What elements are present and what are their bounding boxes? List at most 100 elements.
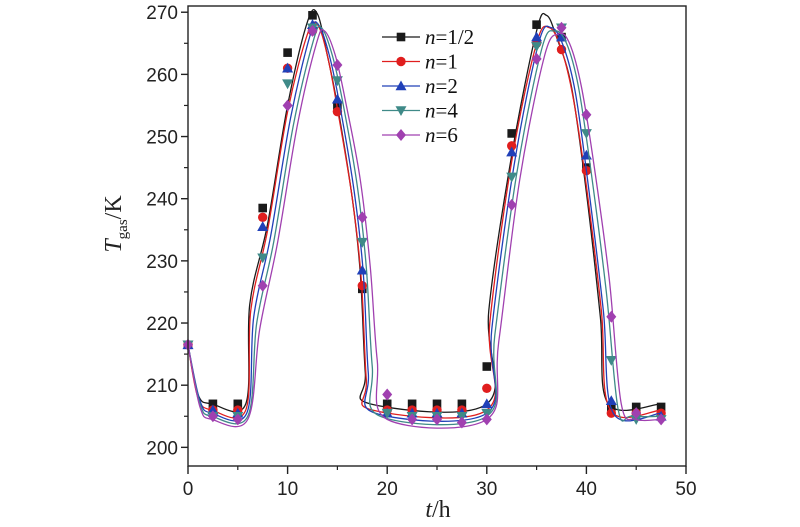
- data-point: [407, 399, 417, 409]
- series-line: [187, 21, 662, 422]
- x-tick-label: 30: [476, 479, 497, 500]
- y-tick-label: 270: [146, 3, 178, 24]
- y-tick-label: 250: [146, 128, 178, 149]
- data-point: [481, 413, 492, 426]
- data-point: [257, 221, 269, 231]
- data-point: [282, 99, 293, 112]
- data-point: [656, 413, 667, 426]
- legend-variable: n: [425, 25, 436, 49]
- series-line: [187, 29, 662, 429]
- y-tick-label: 230: [146, 252, 178, 273]
- data-point: [356, 264, 368, 275]
- y-axis-subscript: gas: [115, 219, 131, 239]
- x-axis-unit: /h: [432, 497, 451, 523]
- data-point: [606, 310, 617, 323]
- data-point: [331, 76, 343, 87]
- series-layer: [182, 9, 667, 429]
- data-point: [407, 413, 418, 426]
- x-tick-label: 0: [183, 479, 194, 500]
- x-tick-label: 10: [277, 479, 298, 500]
- legend-marker: [395, 80, 407, 91]
- legend-marker: [395, 106, 407, 116]
- data-point: [258, 203, 267, 213]
- data-point: [331, 93, 343, 104]
- data-point: [357, 281, 367, 291]
- data-point: [605, 356, 617, 366]
- y-axis-title: Tgas/K: [101, 195, 131, 253]
- data-point: [381, 408, 393, 419]
- data-point: [506, 146, 518, 157]
- data-point: [232, 413, 243, 426]
- data-point: [456, 416, 467, 429]
- data-point: [208, 399, 218, 409]
- legend-label: n=1/2: [425, 25, 474, 49]
- data-point: [631, 407, 642, 420]
- axes-layer: 0 10 20 30 40 50 200 210 220 230 240 250 260 270: [146, 3, 696, 500]
- legend-marker: [396, 129, 406, 141]
- legend-value: =6: [436, 123, 458, 147]
- data-point: [432, 413, 442, 426]
- data-point: [207, 404, 219, 415]
- data-point: [532, 20, 541, 29]
- data-point: [531, 52, 542, 65]
- data-point: [282, 62, 294, 73]
- data-point: [283, 48, 292, 57]
- x-tick-label: 20: [377, 479, 398, 500]
- y-tick-label: 260: [146, 65, 178, 86]
- data-point: [207, 410, 218, 423]
- legend-value: =2: [436, 74, 458, 98]
- series-line: [187, 21, 662, 419]
- legend-variable: n: [425, 123, 436, 147]
- legend-label: n=1: [425, 50, 458, 74]
- data-point: [482, 362, 492, 371]
- legend-variable: n: [425, 99, 436, 123]
- data-point: [656, 402, 666, 412]
- data-point: [606, 408, 616, 418]
- y-tick-label: 240: [146, 190, 178, 211]
- data-point: [233, 399, 243, 409]
- y-axis-var: T: [101, 238, 127, 253]
- data-point: [507, 129, 516, 138]
- data-point: [631, 402, 641, 412]
- legend-value: =4: [436, 99, 459, 123]
- data-point: [481, 398, 493, 409]
- data-point: [506, 172, 518, 183]
- x-tick-label: 40: [576, 479, 597, 500]
- legend: n=1/2n=1n=2n=4n=6: [382, 25, 474, 147]
- data-point: [382, 388, 393, 401]
- data-point: [432, 399, 442, 409]
- data-point: [356, 237, 368, 248]
- data-point: [282, 79, 294, 90]
- data-point: [457, 399, 467, 409]
- data-point: [357, 211, 368, 224]
- data-point: [332, 59, 343, 72]
- x-axis-title: t/h: [425, 497, 450, 523]
- data-point: [531, 31, 543, 42]
- y-tick-label: 220: [146, 314, 178, 335]
- legend-value: =1/2: [436, 25, 475, 49]
- data-point: [257, 253, 269, 264]
- legend-label: n=6: [425, 123, 458, 147]
- y-axis-unit: /K: [101, 195, 127, 220]
- y-tick-label: 210: [146, 376, 178, 397]
- legend-label: n=2: [425, 74, 458, 98]
- series-5: [183, 21, 667, 429]
- x-axis-var: t: [425, 497, 433, 523]
- data-point: [332, 106, 343, 117]
- data-point: [605, 395, 617, 406]
- legend-marker: [396, 56, 406, 67]
- y-tick-label: 200: [146, 438, 178, 459]
- x-tick-label: 50: [675, 479, 696, 500]
- data-point: [258, 212, 268, 223]
- legend-variable: n: [425, 74, 436, 98]
- data-point: [257, 279, 268, 292]
- data-point: [531, 42, 543, 52]
- data-point: [507, 141, 517, 151]
- legend-variable: n: [425, 50, 436, 74]
- legend-value: =1: [436, 50, 458, 74]
- data-point: [482, 383, 492, 393]
- data-point: [308, 11, 317, 20]
- series-line: [187, 25, 662, 426]
- data-point: [506, 198, 517, 211]
